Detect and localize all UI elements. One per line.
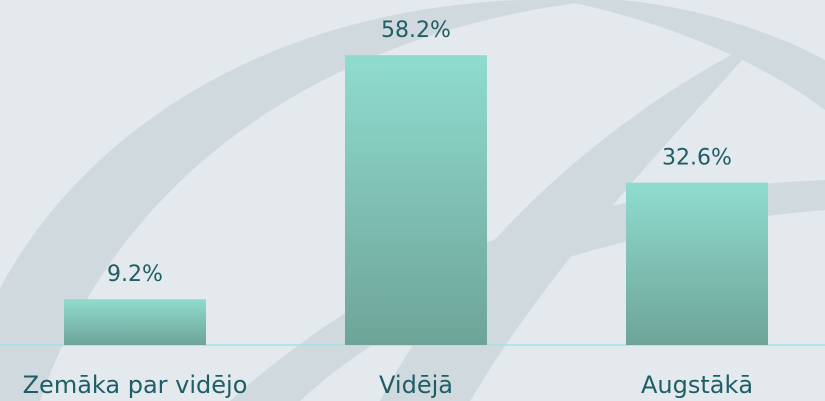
- x-tick-label: Zemāka par vidējo: [23, 371, 248, 399]
- bar: [64, 299, 206, 345]
- value-label: 9.2%: [107, 262, 163, 287]
- value-label: 32.6%: [662, 146, 732, 171]
- x-tick-label: Augstākā: [641, 371, 753, 399]
- value-label: 58.2%: [381, 18, 451, 43]
- bar: [345, 55, 487, 345]
- bar: [626, 182, 768, 345]
- x-tick-label: Vidējā: [379, 371, 453, 399]
